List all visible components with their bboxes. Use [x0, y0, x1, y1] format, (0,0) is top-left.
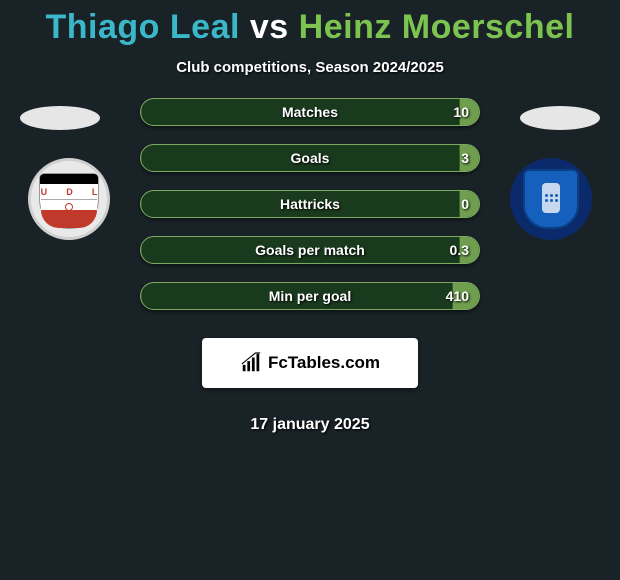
stat-row: Goals3: [140, 144, 480, 172]
stat-label: Hattricks: [141, 191, 479, 217]
player2-club-badge: [510, 158, 592, 240]
subtitle: Club competitions, Season 2024/2025: [0, 59, 620, 76]
stat-bars: Matches10 Goals3 Hattricks0 Goals per match…: [140, 98, 480, 328]
stat-label: Goals: [141, 145, 479, 171]
stat-label: Min per goal: [141, 283, 479, 309]
brand-text: FcTables.com: [268, 353, 380, 373]
stat-row: Min per goal410: [140, 282, 480, 310]
chart-icon: [240, 352, 262, 374]
club1-letter: U: [41, 187, 48, 197]
stat-value-right: 10: [453, 99, 469, 125]
stat-row: Matches10: [140, 98, 480, 126]
club1-letters: U D L: [31, 187, 107, 197]
club1-letter: L: [92, 187, 98, 197]
brand-box: FcTables.com: [202, 338, 418, 388]
stat-value-right: 3: [461, 145, 469, 171]
title-vs: vs: [250, 8, 289, 46]
player2-avatar: [520, 106, 600, 130]
stat-value-right: 0: [461, 191, 469, 217]
stat-value-right: 410: [446, 283, 469, 309]
page-title: Thiago Leal vs Heinz Moerschel: [0, 0, 620, 47]
player1-club-badge: U D L: [28, 158, 110, 240]
stat-value-right: 0.3: [450, 237, 469, 263]
date-text: 17 january 2025: [0, 416, 620, 434]
comparison-panel: U D L Matches10 Goals3 Hattricks0 Goals per…: [0, 98, 620, 398]
stat-row: Hattricks0: [140, 190, 480, 218]
title-player1: Thiago Leal: [46, 8, 240, 46]
stat-label: Matches: [141, 99, 479, 125]
stat-label: Goals per match: [141, 237, 479, 263]
club1-letter: D: [66, 187, 73, 197]
player1-avatar: [20, 106, 100, 130]
title-player2: Heinz Moerschel: [299, 8, 575, 46]
stat-row: Goals per match0.3: [140, 236, 480, 264]
